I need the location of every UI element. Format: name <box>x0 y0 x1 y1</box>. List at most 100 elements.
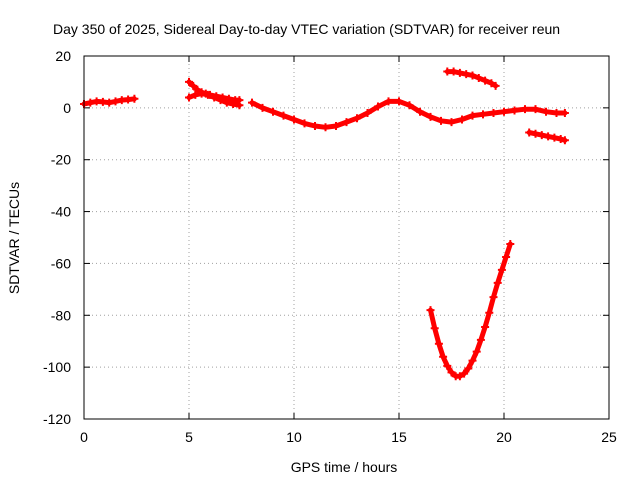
data-point-marker <box>556 134 565 143</box>
data-point-marker <box>472 347 481 356</box>
data-point-marker <box>476 335 485 344</box>
data-point-marker <box>537 131 546 140</box>
data-point-marker <box>455 68 464 77</box>
data-point-marker <box>210 93 219 102</box>
data-point-marker <box>279 111 288 120</box>
series-arc-7 <box>426 239 515 381</box>
data-point-marker <box>235 101 244 110</box>
data-point-marker <box>468 111 477 120</box>
chart-title: Day 350 of 2025, Sidereal Day-to-day VTE… <box>53 21 560 37</box>
data-point-marker <box>458 115 466 124</box>
data-point-marker <box>426 306 435 315</box>
data-point-marker <box>439 352 448 361</box>
data-point-marker <box>105 98 114 107</box>
data-point-marker <box>443 361 452 370</box>
data-points <box>80 67 569 381</box>
data-point-marker <box>290 115 298 124</box>
y-tick-label: -40 <box>51 204 71 220</box>
data-point-marker <box>197 89 206 98</box>
data-point-marker <box>437 116 445 125</box>
plot-frame <box>83 55 610 420</box>
data-point-marker <box>462 70 471 79</box>
data-point-marker <box>479 110 487 119</box>
data-point-marker <box>363 109 372 118</box>
data-point-marker <box>203 90 212 99</box>
x-tick-label: 10 <box>286 429 302 445</box>
data-point-marker <box>560 109 569 118</box>
series-arc-4 <box>248 97 569 132</box>
data-point-marker <box>544 132 553 141</box>
x-tick-label: 5 <box>185 429 193 445</box>
data-point-marker <box>468 71 477 80</box>
data-point-marker <box>332 122 340 131</box>
data-point-marker <box>311 122 319 131</box>
data-point-marker <box>464 364 473 373</box>
series-arc-1 <box>80 94 139 108</box>
data-point-marker <box>86 98 95 107</box>
data-point-marker <box>491 81 500 90</box>
data-point-marker <box>460 369 469 378</box>
data-point-marker <box>481 76 490 85</box>
data-point-marker <box>550 133 559 142</box>
data-point-marker <box>130 94 139 103</box>
data-point-marker <box>455 372 464 381</box>
data-point-marker <box>506 239 515 248</box>
data-point-marker <box>111 97 120 106</box>
data-point-marker <box>487 79 496 88</box>
data-point-marker <box>185 77 193 86</box>
data-point-marker <box>521 105 529 114</box>
data-point-marker <box>542 107 550 116</box>
y-tick-label: 20 <box>55 48 71 64</box>
data-point-marker <box>416 107 424 116</box>
data-point-marker <box>269 107 277 116</box>
data-point-marker <box>189 81 198 90</box>
y-axis-label: SDTVAR / TECUs <box>6 182 22 294</box>
data-point-marker <box>489 293 498 302</box>
data-point-marker <box>447 368 456 377</box>
data-point-marker <box>531 105 540 114</box>
data-point-marker <box>560 136 569 145</box>
data-point-marker <box>384 97 393 106</box>
data-point-marker <box>447 118 456 127</box>
series-arc-5 <box>443 67 500 90</box>
data-point-marker <box>525 128 534 137</box>
data-point-marker <box>374 102 382 111</box>
series-arc-6 <box>525 128 569 145</box>
data-point-marker <box>248 98 256 107</box>
data-point-marker <box>474 74 483 83</box>
data-point-marker <box>485 308 494 317</box>
x-tick-label: 0 <box>80 429 88 445</box>
x-tick-label: 25 <box>601 429 617 445</box>
data-point-marker <box>216 96 225 105</box>
data-point-marker <box>497 265 506 274</box>
data-point-marker <box>229 99 238 108</box>
data-point-marker <box>258 103 267 112</box>
data-point-marker <box>493 278 502 287</box>
data-point-marker <box>489 109 498 118</box>
data-point-marker <box>500 107 508 116</box>
y-tick-label: -120 <box>43 411 71 427</box>
data-point-marker <box>191 90 200 99</box>
data-point-marker <box>300 119 309 128</box>
data-point-marker <box>353 114 361 123</box>
y-tick-label: -80 <box>51 307 71 323</box>
data-point-marker <box>342 118 351 127</box>
data-point-marker <box>222 98 231 107</box>
data-point-marker <box>430 324 439 333</box>
series-arc-3 <box>185 89 244 110</box>
data-point-marker <box>531 129 540 138</box>
y-tick-label: -20 <box>51 152 71 168</box>
x-tick-label: 20 <box>496 429 512 445</box>
data-point-marker <box>510 106 519 115</box>
data-point-marker <box>321 123 330 132</box>
data-point-marker <box>502 252 511 261</box>
y-tick-label: -60 <box>51 255 71 271</box>
x-tick-label: 15 <box>391 429 407 445</box>
data-point-marker <box>481 322 490 331</box>
data-point-marker <box>395 97 403 106</box>
data-point-marker <box>185 93 193 102</box>
data-point-marker <box>426 112 435 121</box>
y-tick-label: -100 <box>43 359 71 375</box>
x-axis-label: GPS time / hours <box>291 459 398 475</box>
